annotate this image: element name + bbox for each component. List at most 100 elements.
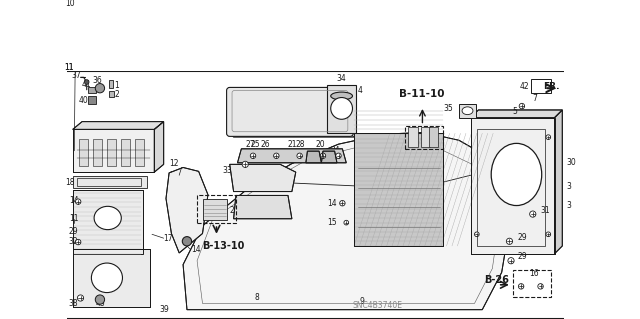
Text: 17: 17 — [164, 234, 173, 243]
Text: 42: 42 — [520, 82, 530, 91]
Text: 29: 29 — [69, 227, 79, 236]
Polygon shape — [306, 151, 321, 163]
Text: 35: 35 — [443, 104, 452, 113]
Text: 31: 31 — [401, 160, 410, 169]
Text: 15: 15 — [327, 218, 337, 227]
Text: 14: 14 — [191, 245, 200, 254]
Polygon shape — [230, 164, 296, 191]
Text: 12: 12 — [169, 159, 179, 168]
Polygon shape — [73, 122, 164, 130]
Text: 11: 11 — [64, 63, 74, 72]
Bar — [327, 85, 356, 133]
Ellipse shape — [92, 263, 122, 293]
Text: 30: 30 — [169, 171, 179, 180]
Polygon shape — [554, 110, 563, 254]
Circle shape — [538, 284, 543, 289]
Text: B-11-10: B-11-10 — [399, 89, 445, 100]
Text: 30: 30 — [260, 210, 271, 219]
Text: 4: 4 — [358, 86, 363, 95]
Text: 9: 9 — [360, 297, 364, 307]
Bar — [197, 196, 236, 223]
Circle shape — [518, 284, 524, 289]
Bar — [531, 79, 550, 93]
Polygon shape — [470, 110, 563, 118]
Text: 20: 20 — [315, 140, 325, 149]
Circle shape — [546, 232, 550, 237]
Bar — [88, 87, 96, 93]
Text: 10: 10 — [65, 0, 76, 8]
Bar — [107, 139, 116, 166]
Ellipse shape — [462, 107, 473, 115]
Text: 34: 34 — [337, 74, 346, 83]
Text: 2: 2 — [115, 90, 120, 99]
Text: 23: 23 — [230, 206, 239, 215]
Bar — [135, 139, 144, 166]
Polygon shape — [321, 151, 337, 163]
Ellipse shape — [331, 92, 353, 100]
Text: 38: 38 — [69, 299, 79, 308]
Bar — [405, 125, 443, 149]
Text: 21: 21 — [288, 140, 298, 149]
Text: 3: 3 — [566, 201, 571, 210]
Circle shape — [76, 239, 81, 245]
Bar — [109, 91, 114, 97]
Text: 28: 28 — [296, 140, 305, 149]
Bar — [93, 139, 102, 166]
Circle shape — [84, 80, 89, 84]
Circle shape — [76, 199, 81, 204]
Polygon shape — [73, 249, 150, 307]
Text: 26: 26 — [260, 140, 271, 149]
Text: 40: 40 — [79, 96, 88, 105]
Circle shape — [530, 211, 536, 217]
Text: 25: 25 — [251, 140, 260, 149]
Text: 24: 24 — [331, 146, 340, 155]
Circle shape — [320, 153, 326, 159]
Text: 11: 11 — [69, 214, 78, 223]
Text: B-13-10: B-13-10 — [202, 241, 245, 251]
Circle shape — [336, 153, 341, 159]
Polygon shape — [234, 196, 292, 219]
Bar — [202, 198, 227, 220]
Circle shape — [508, 258, 514, 264]
Bar — [513, 270, 550, 297]
Polygon shape — [237, 149, 346, 163]
Circle shape — [344, 220, 349, 225]
Text: 15: 15 — [401, 187, 410, 196]
Text: 3: 3 — [566, 182, 571, 191]
Text: 43: 43 — [96, 299, 106, 308]
Circle shape — [242, 161, 248, 167]
Text: 41: 41 — [82, 80, 92, 89]
Text: 18: 18 — [66, 178, 75, 187]
Polygon shape — [354, 133, 444, 246]
Circle shape — [297, 153, 302, 159]
Polygon shape — [183, 132, 509, 310]
Text: 33: 33 — [222, 166, 232, 175]
Text: 27: 27 — [245, 140, 255, 149]
Circle shape — [506, 238, 513, 244]
Circle shape — [546, 135, 550, 139]
Bar — [459, 104, 476, 118]
Bar — [121, 139, 131, 166]
Text: 8: 8 — [255, 293, 259, 302]
Text: 14: 14 — [327, 199, 337, 208]
Text: 29: 29 — [517, 252, 527, 261]
Text: 5: 5 — [513, 107, 517, 116]
Circle shape — [519, 103, 525, 109]
Text: 22: 22 — [337, 101, 346, 111]
Bar — [88, 96, 96, 104]
FancyBboxPatch shape — [227, 87, 353, 137]
Text: 39: 39 — [160, 305, 170, 314]
Text: 16: 16 — [529, 270, 538, 278]
Text: 31: 31 — [541, 206, 550, 215]
Circle shape — [274, 153, 279, 159]
Text: 30: 30 — [566, 158, 576, 167]
Ellipse shape — [94, 206, 122, 230]
Bar — [421, 127, 430, 147]
Text: 1: 1 — [115, 81, 120, 90]
Text: 11: 11 — [64, 63, 74, 72]
Text: 19: 19 — [230, 101, 239, 111]
Text: 13: 13 — [239, 152, 249, 161]
Text: FR.: FR. — [543, 82, 559, 91]
Text: 29: 29 — [517, 233, 527, 242]
Text: 36: 36 — [93, 76, 102, 85]
